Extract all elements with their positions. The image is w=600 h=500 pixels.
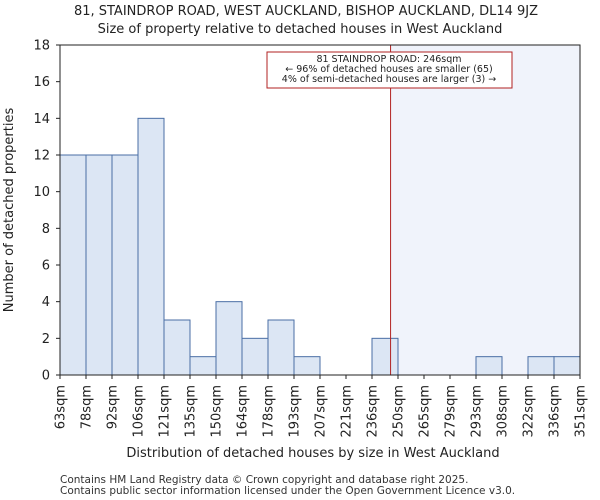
x-tick-label: 164sqm <box>236 385 251 438</box>
bar-293sqm <box>475 356 503 376</box>
bar-322sqm <box>527 356 555 376</box>
bar-121sqm <box>163 319 191 376</box>
x-tick-label: 336sqm <box>548 385 563 438</box>
bar-135sqm <box>189 356 217 376</box>
bar-78sqm <box>85 154 113 376</box>
x-tick-label: 265sqm <box>418 385 433 438</box>
x-tick-label: 236sqm <box>366 385 381 438</box>
x-tick-label: 308sqm <box>496 385 511 438</box>
chart-subtitle: Size of property relative to detached ho… <box>98 22 503 37</box>
bar-106sqm <box>137 117 165 376</box>
x-tick-label: 92sqm <box>106 385 121 429</box>
bars <box>59 117 581 376</box>
footer-line-2: Contains public sector information licen… <box>60 485 515 497</box>
bar-236sqm <box>371 337 399 376</box>
annotation-box <box>266 51 513 89</box>
x-tick-label: 106sqm <box>132 385 147 438</box>
y-tick-label: 12 <box>33 149 50 164</box>
x-tick-label: 63sqm <box>54 385 69 429</box>
footer-line-1: Contains HM Land Registry data © Crown c… <box>60 474 468 486</box>
x-tick-label: 293sqm <box>470 385 485 438</box>
annotation-line-2: ← 96% of detached houses are smaller (65… <box>285 64 492 75</box>
bar-150sqm <box>215 301 243 376</box>
bar-178sqm <box>267 319 295 376</box>
chart-title: 81, STAINDROP ROAD, WEST AUCKLAND, BISHO… <box>74 4 538 19</box>
x-tick-label: 221sqm <box>340 385 355 438</box>
y-tick-label: 10 <box>33 185 50 200</box>
x-tick-label: 193sqm <box>288 385 303 438</box>
y-tick-label: 2 <box>42 332 50 347</box>
y-tick-label: 4 <box>42 295 50 310</box>
x-tick-label: 178sqm <box>262 385 277 438</box>
y-tick-label: 14 <box>33 112 50 127</box>
x-tick-label: 351sqm <box>574 385 589 438</box>
y-tick-label: 8 <box>42 222 50 237</box>
x-tick-label: 150sqm <box>210 385 225 438</box>
x-tick-label: 207sqm <box>314 385 329 438</box>
bar-63sqm <box>59 154 87 376</box>
marker-annotation: 81 STAINDROP ROAD: 246sqm ← 96% of detac… <box>266 51 513 89</box>
bar-336sqm <box>553 356 581 376</box>
x-tick-label: 121sqm <box>158 385 173 438</box>
bar-193sqm <box>293 356 321 376</box>
y-tick-label: 0 <box>42 369 50 384</box>
x-ticks: 63sqm 78sqm 92sqm 106sqm 121sqm 135sqm 150sqm 1… <box>54 375 589 438</box>
bar-92sqm <box>111 154 139 376</box>
annotation-line-1: 81 STAINDROP ROAD: 246sqm <box>316 54 461 65</box>
x-axis-label: Distribution of detached houses by size … <box>126 446 499 461</box>
y-ticks: 0 2 4 6 8 10 12 14 16 18 <box>33 39 60 384</box>
bar-164sqm <box>241 337 269 376</box>
x-tick-label: 279sqm <box>444 385 459 438</box>
x-tick-label: 250sqm <box>392 385 407 438</box>
x-tick-label: 322sqm <box>522 385 537 438</box>
highlight-region <box>390 45 580 375</box>
y-tick-label: 18 <box>33 39 50 54</box>
y-tick-label: 6 <box>42 259 50 274</box>
y-tick-label: 16 <box>33 75 50 90</box>
y-axis-label: Number of detached properties <box>2 108 17 313</box>
x-tick-label: 78sqm <box>80 385 95 429</box>
annotation-line-3: 4% of semi-detached houses are larger (3… <box>282 74 496 85</box>
x-tick-label: 135sqm <box>184 385 199 438</box>
